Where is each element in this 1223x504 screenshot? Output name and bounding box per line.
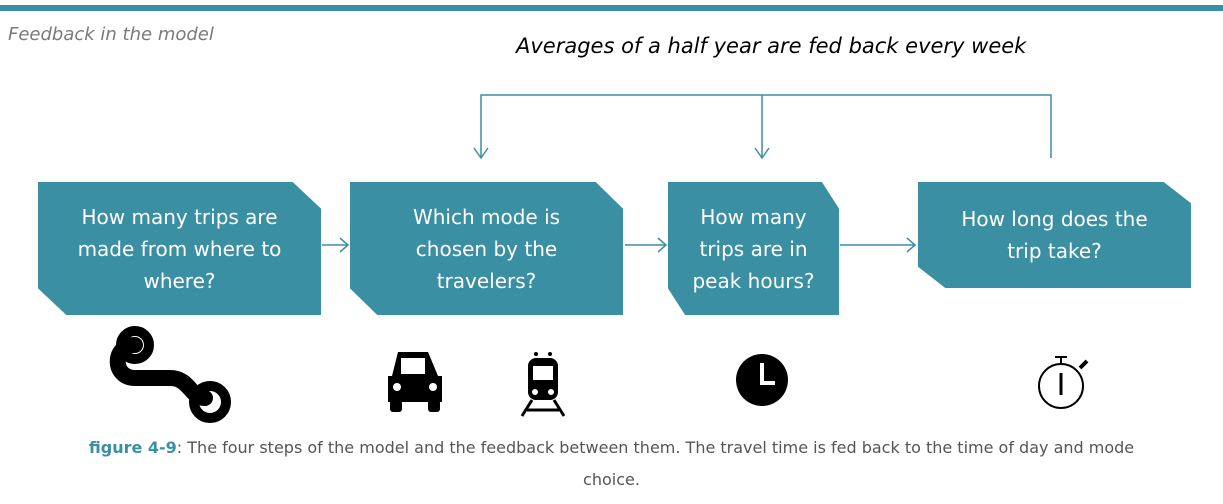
top-bar	[0, 5, 1223, 11]
step-box: How long does the trip take?	[918, 182, 1191, 288]
feedback-arrows	[322, 94, 1052, 253]
step-label: How many trips are in peak hours?	[692, 204, 815, 293]
train-icon	[520, 352, 566, 417]
step-label: Which mode is chosen by the travelers?	[412, 204, 561, 293]
step-box: Which mode is chosen by the travelers?	[350, 182, 623, 315]
title: Feedback in the model	[8, 24, 214, 45]
step-box: How many trips are made from where to wh…	[38, 182, 321, 315]
step-label: How long does the trip take?	[961, 207, 1148, 263]
caption-text: : The four steps of the model and the fe…	[176, 438, 1135, 489]
feedback-note: Averages of a half year are fed back eve…	[516, 34, 1027, 58]
caption: figure 4-9: The four steps of the model …	[60, 432, 1163, 496]
caption-label: figure 4-9	[88, 438, 177, 457]
step-label: How many trips are made from where to wh…	[77, 204, 282, 293]
route-icon	[109, 326, 231, 423]
clock-icon	[736, 354, 788, 406]
step-box: How many trips are in peak hours?	[668, 182, 839, 315]
stopwatch-icon	[1038, 356, 1089, 409]
car-icon	[388, 352, 442, 412]
